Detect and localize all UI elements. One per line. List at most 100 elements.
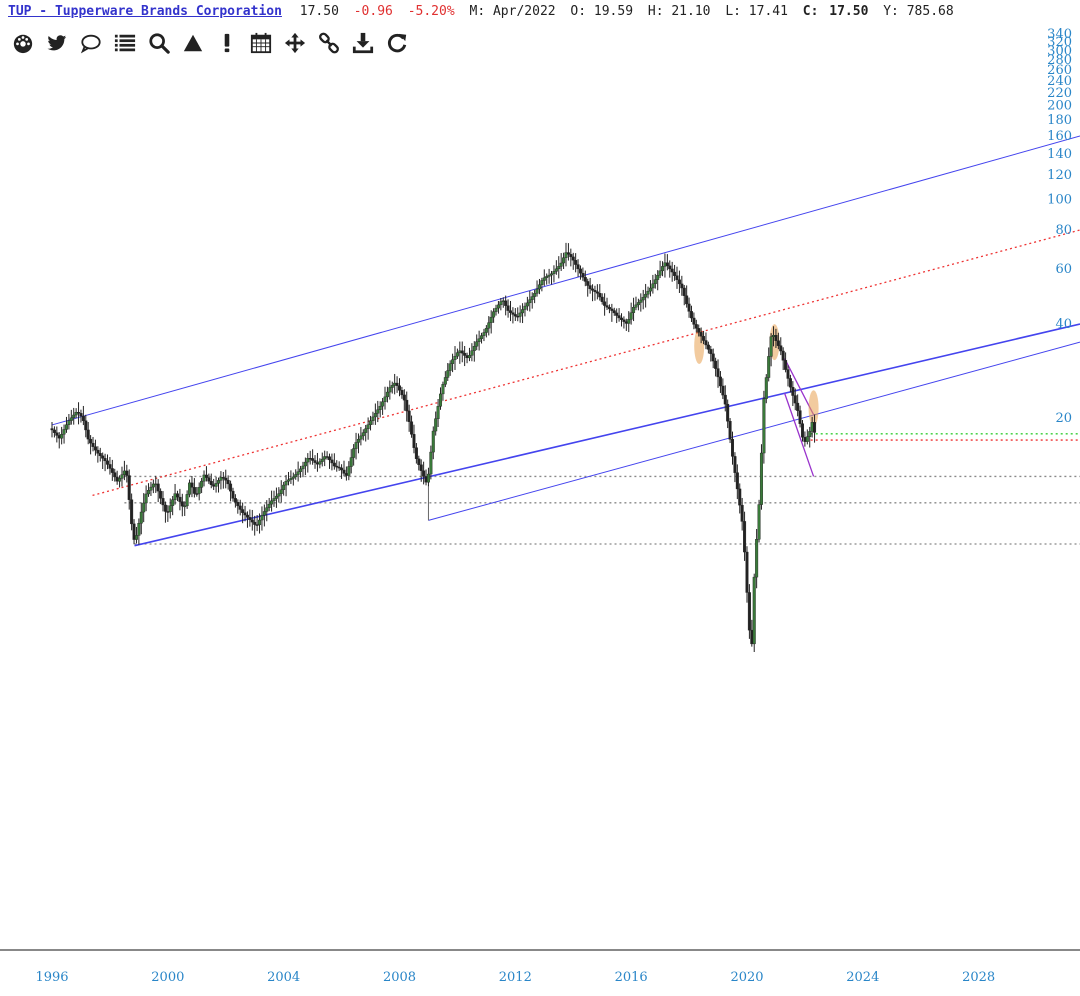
candle-body-225 <box>593 290 597 293</box>
close-label: C: <box>802 4 819 19</box>
candle-body-34 <box>132 523 136 540</box>
candle-body-51 <box>173 493 177 500</box>
candle-body-171 <box>463 352 467 356</box>
move-icon[interactable] <box>280 30 310 56</box>
candle-body-66 <box>209 480 213 485</box>
candle-body-7 <box>67 420 71 425</box>
x-tick-label-2004: 2004 <box>267 970 300 985</box>
candle-body-53 <box>178 496 182 502</box>
candle-body-261 <box>680 283 684 289</box>
candle-body-94 <box>277 493 281 497</box>
y-tick-label-140: 140 <box>1047 147 1072 162</box>
triangle-icon[interactable] <box>178 30 208 56</box>
candle-body-256 <box>668 265 672 270</box>
candle-body-297 <box>767 356 771 378</box>
list-icon[interactable] <box>110 30 140 56</box>
candle-body-4 <box>60 433 64 439</box>
candle-body-46 <box>161 498 165 506</box>
ticker-link[interactable]: TUP - Tupperware Brands Corporation <box>8 4 282 19</box>
candle-body-160 <box>436 406 440 419</box>
candle-body-42 <box>151 483 155 488</box>
candle-body-71 <box>221 477 225 479</box>
candle-body-262 <box>682 287 686 296</box>
candle-body-2 <box>55 432 59 436</box>
candle-body-82 <box>248 517 252 520</box>
candle-body-285 <box>738 488 742 506</box>
quote-bar: TUP - Tupperware Brands Corporation 17.5… <box>8 2 961 22</box>
candle-body-289 <box>747 592 751 631</box>
candle-body-235 <box>617 315 621 319</box>
candle-body-238 <box>624 321 628 324</box>
candle-body-122 <box>344 473 348 476</box>
candle-body-13 <box>81 415 85 421</box>
candle-body-0 <box>50 428 54 431</box>
high-value: H: 21.10 <box>647 4 711 19</box>
candle-body-315 <box>810 422 814 432</box>
candle-body-146 <box>402 394 406 401</box>
candle-body-86 <box>258 519 262 526</box>
twitter-icon[interactable] <box>42 30 72 56</box>
alert-icon[interactable] <box>212 30 242 56</box>
candle-body-35 <box>134 535 138 540</box>
candle-body-230 <box>605 305 609 308</box>
candle-body-217 <box>574 260 578 265</box>
candle-body-293 <box>757 504 761 540</box>
change-value: -0.96 <box>353 4 393 19</box>
candle-body-229 <box>603 301 607 306</box>
y-tick-label-340: 340 <box>1047 27 1072 42</box>
download-icon[interactable] <box>348 30 378 56</box>
candle-body-121 <box>342 469 346 474</box>
candle-body-16 <box>89 438 93 444</box>
candle-body-115 <box>328 456 332 461</box>
link-icon[interactable] <box>314 30 344 56</box>
calendar-icon[interactable] <box>246 30 276 56</box>
dashboard-icon[interactable] <box>8 30 38 56</box>
candle-body-228 <box>600 296 604 302</box>
candle-body-260 <box>677 279 681 285</box>
candle-body-80 <box>243 512 247 516</box>
candle-body-39 <box>144 493 148 504</box>
candle-body-8 <box>69 417 73 421</box>
candle-body-182 <box>489 316 493 323</box>
candle-body-131 <box>366 424 370 429</box>
candle-body-248 <box>648 287 652 292</box>
candle-body-133 <box>371 416 375 421</box>
candle-body-52 <box>175 493 179 498</box>
refresh-icon[interactable] <box>382 30 412 56</box>
candle-body-99 <box>289 478 293 481</box>
candle-body-239 <box>627 319 631 324</box>
candle-body-268 <box>697 328 701 333</box>
change-percent: -5.20% <box>407 4 455 19</box>
candle-body-221 <box>583 277 587 282</box>
candle-body-226 <box>595 291 599 294</box>
candle-body-212 <box>562 257 566 264</box>
search-icon[interactable] <box>144 30 174 56</box>
candle-body-276 <box>716 368 720 378</box>
candle-body-127 <box>356 438 360 443</box>
candle-body-205 <box>545 276 549 278</box>
highlight-mark-2 <box>808 390 819 427</box>
candle-body-173 <box>467 355 471 359</box>
candle-body-9 <box>72 414 76 419</box>
candle-body-236 <box>620 317 624 320</box>
candle-body-240 <box>629 312 633 320</box>
candle-body-40 <box>147 490 151 495</box>
candle-body-252 <box>658 270 662 276</box>
candle-body-306 <box>788 378 792 388</box>
candle-body-6 <box>64 424 68 430</box>
y-tick-label-220: 220 <box>1047 86 1072 101</box>
candle-body-314 <box>808 431 812 437</box>
comment-icon[interactable] <box>76 30 106 56</box>
candle-body-81 <box>245 514 249 518</box>
candle-body-20 <box>98 453 102 457</box>
candle-body-199 <box>530 296 534 300</box>
x-axis: 1996 2000 2004 2008 2012 2016 2020 2024 2028 <box>35 970 995 985</box>
candle-body-149 <box>410 421 414 435</box>
candle-body-21 <box>101 455 105 459</box>
candle-body-189 <box>506 305 510 311</box>
candle-body-196 <box>523 305 527 310</box>
candle-body-59 <box>192 487 196 494</box>
candle-body-147 <box>405 399 409 412</box>
candle-body-137 <box>381 401 385 407</box>
